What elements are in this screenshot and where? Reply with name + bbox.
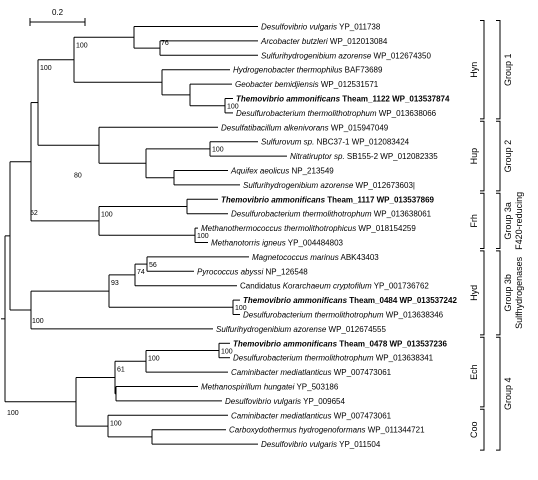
leaf-label: Geobacter bemidjiensis WP_012531571 xyxy=(235,80,379,89)
leaf-label: Desulfurobacterium thermolithotrophum WP… xyxy=(243,311,444,320)
leaf-label: Themovibrio ammonificans Theam_0484 WP_0… xyxy=(243,296,457,305)
group-bracket xyxy=(496,192,501,249)
bootstrap-value: 100 xyxy=(235,305,247,312)
clade-label: Hup xyxy=(469,148,479,165)
clade-label: Hyn xyxy=(469,62,479,78)
bootstrap-value: 61 xyxy=(117,366,125,373)
bootstrap-value: 80 xyxy=(74,172,82,179)
clade-bracket xyxy=(480,20,485,120)
leaf-label: Carboxydothermus hydrogenoformans WP_011… xyxy=(229,426,425,435)
group-bracket xyxy=(496,20,501,120)
bootstrap-value: 100 xyxy=(221,348,233,355)
leaf-label: Desulfurobacterium thermolithotrophum WP… xyxy=(231,210,432,219)
group-label: Group 3b xyxy=(503,274,513,312)
leaf-label: Aquifex aeolicus NP_213549 xyxy=(230,167,334,176)
clade-label: Hyd xyxy=(469,285,479,301)
clade-label: Coo xyxy=(469,421,479,438)
clade-bracket xyxy=(480,192,485,249)
bootstrap-value: 100 xyxy=(148,356,160,363)
leaf-label: Methanotorris igneus YP_004484803 xyxy=(211,239,344,248)
leaf-label: Candidatus Korarchaeum cryptofilum YP_00… xyxy=(240,282,429,291)
group-labels: Group 1 Group 2 Group 3a F420-reducing Group… xyxy=(496,20,524,451)
leaf-label: Desulfovibrio vulgaris YP_011504 xyxy=(261,440,381,449)
clade-label: Ech xyxy=(469,364,479,380)
leaf-labels: Desulfovibrio vulgaris YP_011738 Arcobact… xyxy=(197,23,457,450)
leaf-label: Sulfurihydrogenibium azorense WP_0126736… xyxy=(243,181,415,190)
group-label: Group 4 xyxy=(503,377,513,410)
leaf-label: Caminibacter mediatlanticus WP_007473061 xyxy=(231,368,392,377)
leaf-label: Desulfovibrio vulgaris YP_011738 xyxy=(261,23,381,32)
leaf-label: Caminibacter mediatlanticus WP_007473061 xyxy=(231,411,392,420)
leaf-label: Themovibrio ammonificans Theam_1122 WP_0… xyxy=(236,95,450,104)
clade-label: Frh xyxy=(469,214,479,228)
group-bracket xyxy=(496,250,501,336)
leaf-label: Methanothermococcus thermolithotrophicus… xyxy=(201,224,416,233)
group-bracket xyxy=(496,120,501,192)
group-sublabel: F420-reducing xyxy=(514,192,524,250)
leaf-label: Desulfurobacterium thermolithotrophum WP… xyxy=(236,109,437,118)
leaf-label: Nitratiruptor sp. SB155-2 WP_012082335 xyxy=(290,152,438,161)
leaf-label: Themovibrio ammonificans Theam_0478 WP_0… xyxy=(233,339,447,348)
clade-brackets: Hyn Hup Frh Hyd Ech Coo xyxy=(469,20,485,451)
leaf-label: Methanospirillum hungatei YP_503186 xyxy=(201,383,339,392)
leaf-label: Desulfatibacillum alkenivorans WP_015947… xyxy=(221,123,389,132)
bootstrap-value: 100 xyxy=(110,420,122,427)
bootstrap-value: 74 xyxy=(137,269,145,276)
bootstrap-value: 100 xyxy=(7,410,19,417)
bootstrap-value: 100 xyxy=(101,212,113,219)
bootstrap-value: 52 xyxy=(30,210,38,217)
leaf-label: Hydrogenobacter thermophilus BAF73689 xyxy=(233,66,383,75)
bootstrap-value: 100 xyxy=(197,233,209,240)
bootstrap-value: 56 xyxy=(149,262,157,269)
bootstrap-value: 93 xyxy=(111,280,119,287)
leaf-label: Sulfurihydrogenibium azorense WP_0126743… xyxy=(261,51,431,60)
clade-bracket xyxy=(480,120,485,192)
leaf-label: Sulfurovum sp. NBC37-1 WP_012083424 xyxy=(261,138,410,147)
leaf-label: Themovibrio ammonificans Theam_1117 WP_0… xyxy=(221,195,435,204)
leaf-label: Pyrococcus abyssi NP_126548 xyxy=(197,267,308,276)
group-bracket xyxy=(496,336,501,451)
bootstrap-values: 76 100 100 100 80 100 52 100 100 56 74 93 100 100 100 1… xyxy=(7,40,247,427)
group-label: Group 1 xyxy=(503,53,513,86)
bootstrap-value: 100 xyxy=(32,318,44,325)
leaf-label: Sulfurihydrogenibium azorense WP_0126745… xyxy=(216,325,386,334)
bootstrap-value: 100 xyxy=(40,65,52,72)
scale-bar: 0.2 xyxy=(29,8,86,26)
leaf-label: Desulfovibrio vulgaris YP_009654 xyxy=(225,397,345,406)
group-sublabel: Sulfhydrogenases xyxy=(514,256,524,329)
leaf-label: Arcobacter butzleri WP_012013084 xyxy=(260,37,388,46)
clade-bracket xyxy=(480,408,485,451)
tree-branches xyxy=(1,26,287,445)
group-label: Group 3a xyxy=(503,202,513,240)
bootstrap-value: 100 xyxy=(76,42,88,49)
bootstrap-value: 76 xyxy=(161,40,169,47)
clade-bracket xyxy=(480,250,485,336)
leaf-label: Magnetococcus marinus ABK43403 xyxy=(252,253,379,262)
bootstrap-value: 100 xyxy=(227,104,239,111)
bootstrap-value: 100 xyxy=(212,147,224,154)
scale-bar-label: 0.2 xyxy=(52,8,64,17)
clade-bracket xyxy=(480,336,485,408)
group-label: Group 2 xyxy=(503,140,513,173)
leaf-label: Desulfurobacterium thermolithotrophum WP… xyxy=(233,354,434,363)
